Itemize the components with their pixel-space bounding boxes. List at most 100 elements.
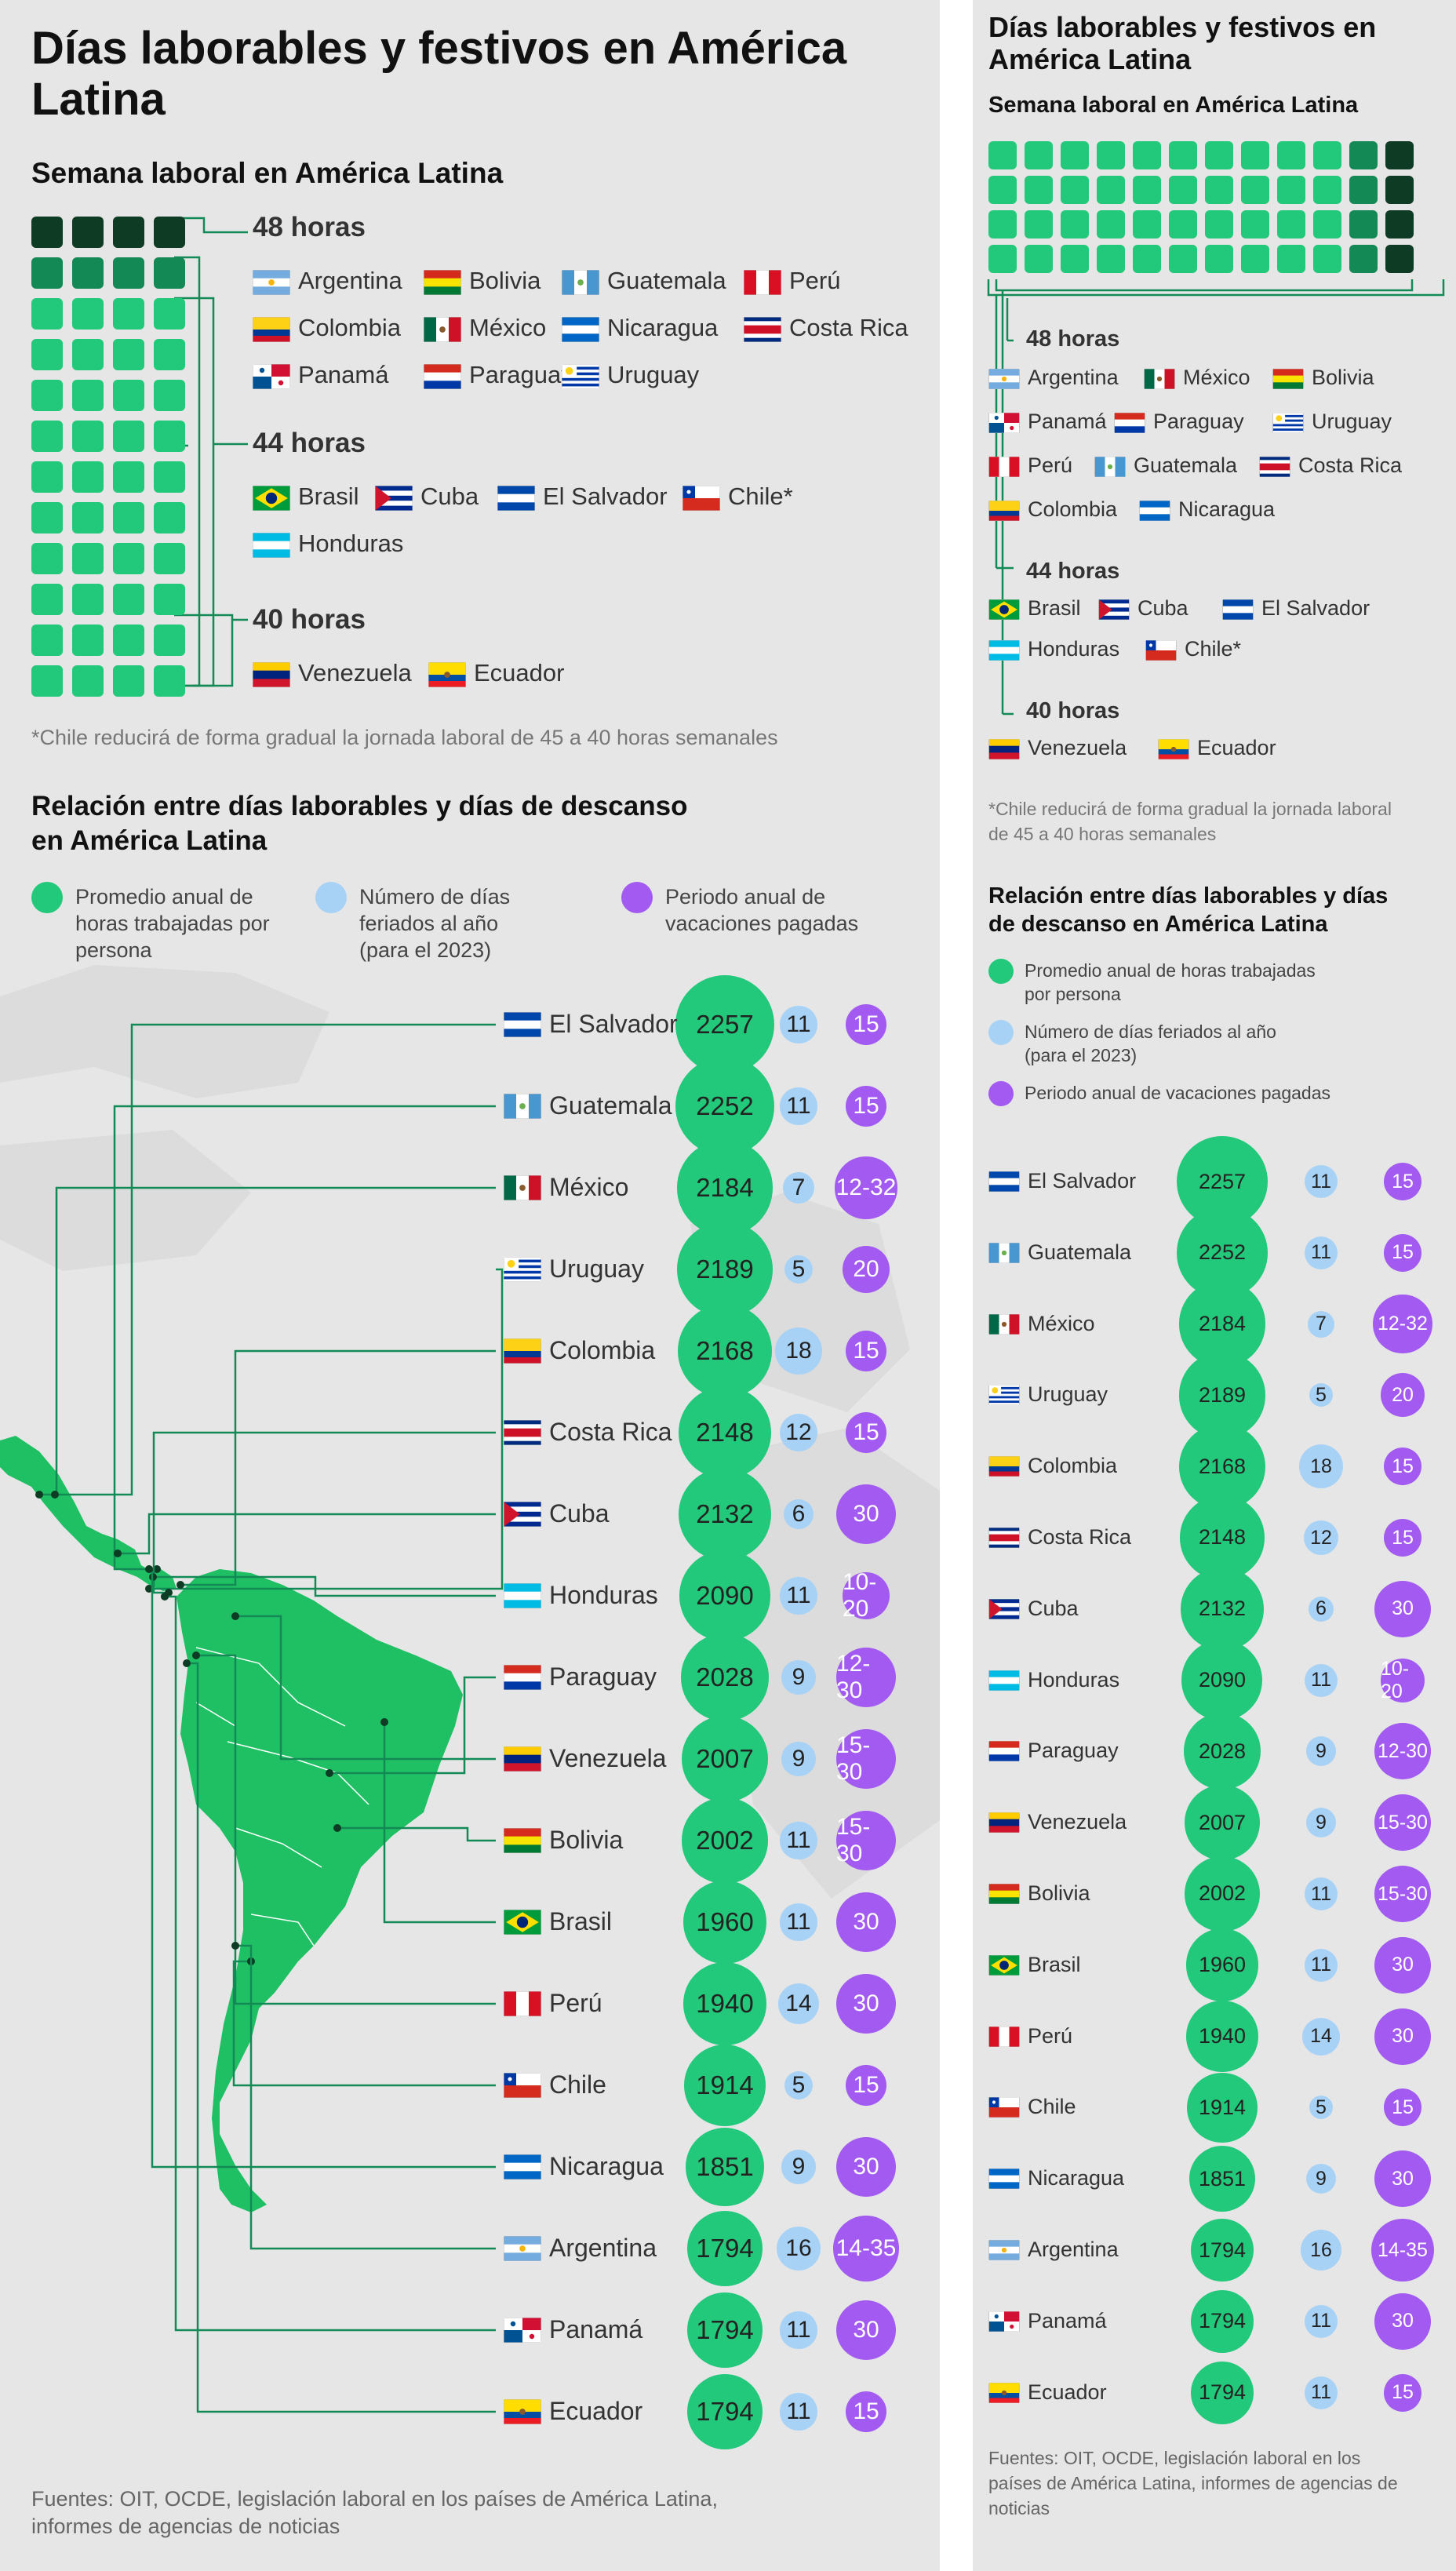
holidays-bubble: 11 [780, 1087, 817, 1125]
work-hour-square [113, 625, 144, 656]
legend-dot [31, 882, 63, 913]
week-note: *Chile reducirá de forma gradual la jorn… [31, 726, 778, 749]
legend-label: Periodo anual de vacaciones pagadas [1025, 1083, 1331, 1103]
map-point [35, 1491, 43, 1499]
week-country-label: Brasil [1028, 596, 1081, 620]
hours-bubble: 2148 [1180, 1495, 1265, 1580]
week-country-label: Argentina [1028, 366, 1119, 389]
week-country-label: Paraguay [469, 361, 573, 388]
holidays-bubble: 16 [1301, 2230, 1341, 2271]
work-hour-square [31, 217, 63, 248]
country-connector [235, 1944, 496, 2250]
work-hour-square [113, 339, 144, 370]
hours-bubble: 2252 [675, 1057, 774, 1156]
work-hour-square [113, 584, 144, 615]
country-label: El Salvador [549, 1010, 678, 1038]
flag-icon [988, 501, 1020, 521]
holidays-bubble: 5 [1309, 2096, 1333, 2120]
flag-icon [988, 1385, 1020, 1406]
flag-icon [988, 1884, 1020, 1904]
holidays-bubble: 9 [781, 2150, 816, 2184]
work-hour-square [154, 298, 185, 330]
holidays-bubble: 5 [784, 2071, 813, 2099]
work-hour-square [113, 421, 144, 452]
work-hour-square [1169, 210, 1197, 239]
right-sources-line-2: países de América Latina, informes de ag… [988, 2473, 1398, 2493]
work-hour-square [31, 339, 63, 370]
panel-gap [940, 0, 973, 2571]
country-label: Bolivia [549, 1826, 624, 1854]
country-label: Guatemala [549, 1091, 672, 1120]
week-country-label: Cuba [420, 483, 479, 510]
flag-icon [988, 413, 1020, 433]
flag-icon [504, 1583, 541, 1608]
vacation-bubble: 12-32 [1373, 1295, 1432, 1354]
work-hour-square [154, 665, 185, 697]
work-hour-square [1133, 176, 1161, 204]
week-hours-label: 44 horas [1026, 559, 1120, 584]
flag-icon [988, 1242, 1020, 1263]
holidays-bubble: 5 [784, 1255, 813, 1284]
work-hour-square [1133, 245, 1161, 273]
vacation-bubble: 30 [836, 2137, 896, 2197]
work-hour-square [1133, 141, 1161, 169]
week-country-label: Nicaragua [607, 314, 719, 341]
work-hour-square [72, 461, 104, 493]
flag-icon [988, 2240, 1020, 2260]
week-country-label: Bolivia [469, 267, 541, 294]
holidays-bubble: 9 [781, 1742, 816, 1776]
holidays-bubble: 11 [1305, 2376, 1338, 2409]
work-hour-square [1385, 210, 1414, 239]
work-hour-square [31, 380, 63, 411]
week-hours-label: 48 horas [1026, 326, 1120, 351]
work-hour-square [1385, 176, 1414, 204]
flag-icon [504, 1828, 541, 1853]
vacation-bubble: 14-35 [833, 2216, 899, 2281]
holidays-bubble: 7 [783, 1172, 814, 1204]
work-hour-square [31, 421, 63, 452]
country-label: México [1028, 1311, 1095, 1335]
country-connector [337, 1826, 496, 1842]
work-hour-square [31, 625, 63, 656]
country-label: Honduras [549, 1581, 658, 1609]
work-hour-square [1025, 141, 1053, 169]
week-country-label: Brasil [298, 483, 359, 510]
work-hour-square [1205, 210, 1233, 239]
week-country-label: Costa Rica [789, 314, 908, 341]
legend-dot [315, 882, 347, 913]
country-border [250, 1914, 315, 1946]
sources-line-2: informes de agencias de noticias [31, 2515, 340, 2538]
hours-bubble: 2257 [1177, 1136, 1268, 1227]
work-hour-square [1061, 245, 1089, 273]
flag-icon [424, 317, 461, 342]
holidays-bubble: 11 [1305, 2304, 1338, 2338]
map-point [51, 1491, 59, 1499]
work-hour-square [113, 665, 144, 697]
week-country-label: Panamá [1028, 410, 1107, 433]
relation-subtitle-2: en América Latina [31, 825, 268, 856]
country-connector [329, 1676, 496, 1775]
work-hour-square [1277, 210, 1305, 239]
map-point [231, 1942, 239, 1950]
week-country-label: Uruguay [1312, 410, 1392, 433]
flag-icon [988, 599, 1020, 620]
hours-bubble: 1794 [1191, 2289, 1254, 2353]
right-week-note-2: de 45 a 40 horas semanales [988, 824, 1217, 844]
work-hour-square [113, 217, 144, 248]
week-country-label: Panamá [298, 361, 389, 388]
flag-icon [1139, 501, 1170, 521]
right-relation-subtitle-1: Relación entre días laborables y días [988, 883, 1389, 909]
holidays-bubble: 11 [780, 1006, 817, 1043]
week-country-label: Honduras [298, 530, 404, 557]
work-hour-square [154, 339, 185, 370]
vacation-bubble: 30 [836, 1484, 896, 1544]
flag-icon [988, 369, 1020, 389]
flag-icon [562, 317, 599, 342]
legend-label: por persona [1025, 984, 1121, 1004]
legend-label: vacaciones pagadas [665, 912, 859, 935]
vacation-bubble: 12-30 [836, 1648, 896, 1707]
flag-icon [1158, 739, 1189, 759]
flag-icon [504, 1175, 541, 1200]
holidays-bubble: 16 [776, 2226, 821, 2271]
flag-icon [1114, 413, 1145, 433]
